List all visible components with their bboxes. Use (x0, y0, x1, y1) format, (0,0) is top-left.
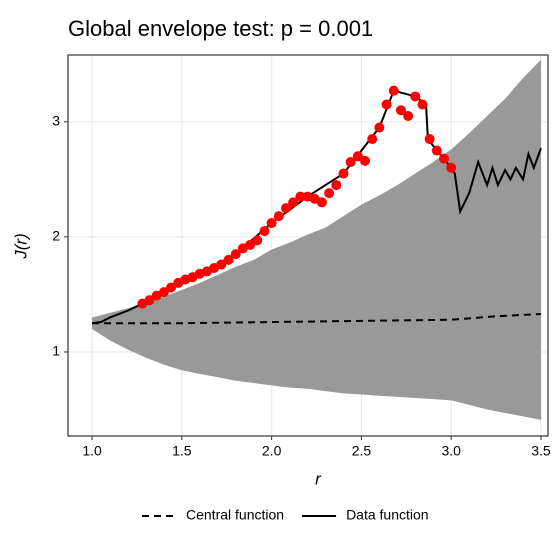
outside-point (281, 203, 292, 214)
outside-point (381, 99, 392, 110)
y-tick-label: 2 (52, 228, 60, 244)
outside-point (223, 254, 234, 265)
outside-point (424, 134, 435, 145)
y-tick-label: 1 (52, 343, 60, 359)
legend-label: Central function (186, 507, 284, 523)
x-tick-label: 2.0 (262, 443, 282, 459)
outside-point (374, 122, 385, 133)
outside-point (295, 191, 306, 202)
outside-point (230, 249, 241, 260)
outside-point (352, 151, 363, 162)
outside-point (144, 295, 155, 306)
outside-point (367, 134, 378, 145)
x-axis-label: r (315, 469, 322, 488)
outside-point (403, 111, 414, 122)
panel-border (67, 54, 549, 437)
outside-point (410, 91, 421, 102)
chart-title: Global envelope test: p = 0.001 (68, 16, 373, 41)
outside-point (158, 287, 169, 298)
series-line (92, 312, 542, 325)
envelope-area (92, 59, 541, 420)
outside-point (417, 99, 428, 110)
outside-point (395, 105, 406, 116)
outside-point (324, 188, 335, 199)
x-tick-label: 1.5 (172, 443, 192, 459)
outside-point (360, 155, 371, 166)
outside-point (252, 235, 263, 246)
outside-point (439, 153, 450, 164)
outside-point (316, 197, 327, 208)
outside-point (216, 259, 227, 270)
outside-point (388, 85, 399, 96)
outside-point (273, 211, 284, 222)
outside-point (245, 239, 256, 250)
x-tick-label: 3.5 (531, 443, 551, 459)
outside-point (345, 157, 356, 168)
y-tick-label: 3 (52, 112, 60, 128)
outside-point (266, 218, 277, 229)
x-tick-label: 3.0 (441, 443, 461, 459)
outside-point (166, 282, 177, 293)
x-tick-label: 2.5 (352, 443, 372, 459)
outside-point (288, 197, 299, 208)
outside-point (446, 162, 457, 173)
legend-label: Data function (346, 507, 429, 523)
outside-point (331, 180, 342, 191)
x-tick-label: 1.0 (82, 443, 102, 459)
outside-point (259, 226, 270, 237)
outside-point (431, 145, 442, 156)
outside-point (338, 168, 349, 179)
y-axis-label: J(r) (11, 233, 30, 259)
